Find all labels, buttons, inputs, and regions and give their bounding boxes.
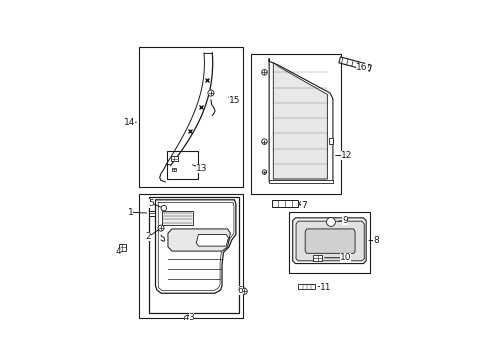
Circle shape <box>241 288 247 294</box>
Circle shape <box>262 69 267 75</box>
FancyBboxPatch shape <box>171 156 178 161</box>
Text: 1: 1 <box>128 208 133 217</box>
Text: 9: 9 <box>343 216 348 225</box>
Polygon shape <box>168 229 230 251</box>
Text: 12: 12 <box>341 151 352 160</box>
Bar <box>314 255 322 261</box>
Bar <box>329 138 333 144</box>
Text: 13: 13 <box>196 164 208 173</box>
Bar <box>272 199 298 207</box>
Text: 15: 15 <box>229 95 240 104</box>
Polygon shape <box>172 167 176 171</box>
Bar <box>298 284 316 288</box>
Circle shape <box>161 205 167 211</box>
Text: 5: 5 <box>148 199 154 208</box>
Text: 6: 6 <box>237 286 243 295</box>
Text: 8: 8 <box>373 236 379 245</box>
Circle shape <box>262 139 267 144</box>
Polygon shape <box>269 58 333 182</box>
Polygon shape <box>339 57 371 71</box>
Bar <box>119 244 126 251</box>
Circle shape <box>184 315 191 321</box>
Text: 3: 3 <box>189 312 195 321</box>
Circle shape <box>326 217 335 226</box>
Text: 16: 16 <box>356 63 368 72</box>
Polygon shape <box>269 180 333 183</box>
Circle shape <box>158 225 164 231</box>
Polygon shape <box>305 229 355 253</box>
Bar <box>139 48 243 187</box>
Circle shape <box>300 202 303 205</box>
Bar <box>251 54 341 194</box>
Polygon shape <box>196 234 228 246</box>
Polygon shape <box>296 221 364 261</box>
Bar <box>167 151 198 179</box>
Circle shape <box>208 90 214 96</box>
Bar <box>139 194 243 318</box>
Text: 7: 7 <box>301 201 307 210</box>
Polygon shape <box>155 200 236 293</box>
Text: 2: 2 <box>146 232 151 241</box>
Text: 14: 14 <box>123 118 135 127</box>
Bar <box>149 211 155 216</box>
Polygon shape <box>273 63 327 179</box>
Text: 11: 11 <box>320 283 332 292</box>
Text: 10: 10 <box>340 253 351 262</box>
Bar <box>289 212 370 273</box>
Text: 4: 4 <box>115 247 121 256</box>
Polygon shape <box>293 218 366 264</box>
Polygon shape <box>148 197 239 314</box>
Circle shape <box>262 170 267 174</box>
Polygon shape <box>162 211 193 225</box>
